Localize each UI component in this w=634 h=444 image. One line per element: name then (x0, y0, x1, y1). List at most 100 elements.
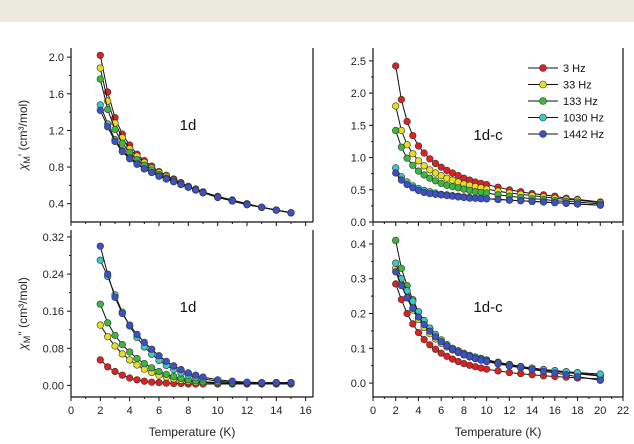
panel-3: 0.00 0.08 0.16 0.24 0.32 0 2 4 6 8 10 12 14 16 Tempera… (16, 230, 314, 439)
x-tick-label: 0 (68, 405, 74, 417)
data-point (403, 294, 411, 302)
data-point (287, 209, 295, 217)
legend-entry: 1442 Hz (528, 129, 604, 141)
data-point (118, 350, 126, 358)
data-point (96, 64, 104, 72)
data-point (104, 333, 112, 341)
data-point (392, 126, 400, 135)
data-point (494, 360, 502, 368)
data-point (155, 367, 163, 376)
legend-marker (539, 80, 547, 89)
y-tick-label: 0.1 (351, 343, 366, 355)
data-point (573, 200, 582, 208)
data-point (420, 149, 428, 157)
data-point (243, 201, 251, 209)
data-point (392, 236, 400, 244)
data-point (403, 309, 411, 318)
data-point (148, 364, 156, 372)
data-point (228, 377, 236, 385)
y-tick-label: 0.8 (49, 162, 64, 174)
series-1030-hz (96, 256, 295, 387)
data-point (437, 163, 445, 171)
data-point (155, 352, 163, 360)
data-point (96, 242, 104, 250)
y-label-unit: '' (cm³/mol) (16, 277, 30, 336)
data-point (414, 167, 423, 175)
data-point (483, 357, 491, 366)
y-axis-label: χM' (cm³/mol) (16, 100, 32, 171)
data-point (177, 366, 185, 374)
data-point (126, 374, 134, 382)
y-tick-label: 0.00 (43, 380, 64, 392)
data-point (184, 183, 192, 191)
legend-entry: 3 Hz (528, 63, 586, 75)
data-point (437, 349, 445, 357)
data-point (148, 378, 156, 386)
series-1030-hz (392, 259, 604, 378)
panel-4: 0.0 0.1 0.2 0.3 0.4 0 2 4 6 8 10 12 14 16 18 20 22 Temper… (351, 230, 629, 439)
legend-label: 133 Hz (563, 96, 598, 108)
series-1442-hz (96, 242, 295, 387)
y-tick-label: 0.08 (43, 343, 64, 355)
data-point (199, 189, 207, 197)
data-point (596, 370, 604, 378)
data-point (539, 367, 548, 375)
data-point (104, 105, 112, 113)
data-point (448, 345, 457, 353)
data-point (155, 172, 163, 180)
legend-marker (539, 97, 547, 105)
data-point (562, 199, 570, 207)
data-point (214, 193, 222, 201)
y-label-unit: ' (cm³/mol) (16, 100, 30, 156)
data-point (517, 197, 525, 205)
data-point (392, 268, 400, 276)
data-point (397, 282, 406, 290)
data-point (272, 206, 280, 214)
x-tick-label: 4 (415, 405, 421, 417)
data-point (551, 369, 559, 377)
y-tick-label: 1.6 (49, 89, 64, 101)
y-tick-label: 2.0 (49, 52, 64, 64)
x-tick-label: 8 (185, 405, 191, 417)
legend-label: 3 Hz (563, 63, 586, 75)
data-point (162, 357, 170, 365)
x-tick-label: 8 (461, 405, 467, 417)
data-point (431, 159, 440, 167)
data-point (409, 320, 417, 328)
data-point (184, 369, 192, 377)
legend-marker (539, 130, 547, 138)
data-point (437, 338, 445, 346)
data-point (483, 195, 491, 203)
data-point (414, 329, 423, 337)
data-point (133, 361, 141, 369)
data-point (111, 342, 119, 350)
data-point (140, 360, 148, 368)
data-point (96, 106, 104, 114)
data-point (148, 345, 156, 353)
x-tick-label: 0 (370, 405, 376, 417)
series-line (99, 304, 291, 384)
y-tick-label: 0.0 (351, 217, 366, 229)
data-point (443, 342, 451, 350)
data-point (426, 166, 434, 174)
legend-entry: 1030 Hz (528, 113, 604, 125)
data-point (409, 150, 417, 158)
y-tick-label: 1.2 (49, 125, 64, 137)
data-point (403, 181, 411, 189)
y-label-subscript: M (22, 336, 32, 344)
y-tick-label: 1.0 (351, 153, 366, 165)
series-1442-hz (392, 268, 604, 384)
data-point (573, 373, 582, 381)
y-tick-label: 0.24 (43, 269, 64, 281)
data-point (397, 95, 406, 104)
x-tick-label: 12 (503, 405, 515, 417)
y-tick-label: 2.0 (351, 88, 366, 100)
data-point (111, 367, 119, 376)
data-point (96, 75, 104, 83)
data-point (414, 157, 423, 165)
data-point (596, 376, 604, 384)
y-label-subscript: M (22, 156, 32, 164)
x-tick-label: 14 (526, 405, 538, 417)
data-point (126, 356, 134, 364)
data-point (420, 162, 428, 170)
